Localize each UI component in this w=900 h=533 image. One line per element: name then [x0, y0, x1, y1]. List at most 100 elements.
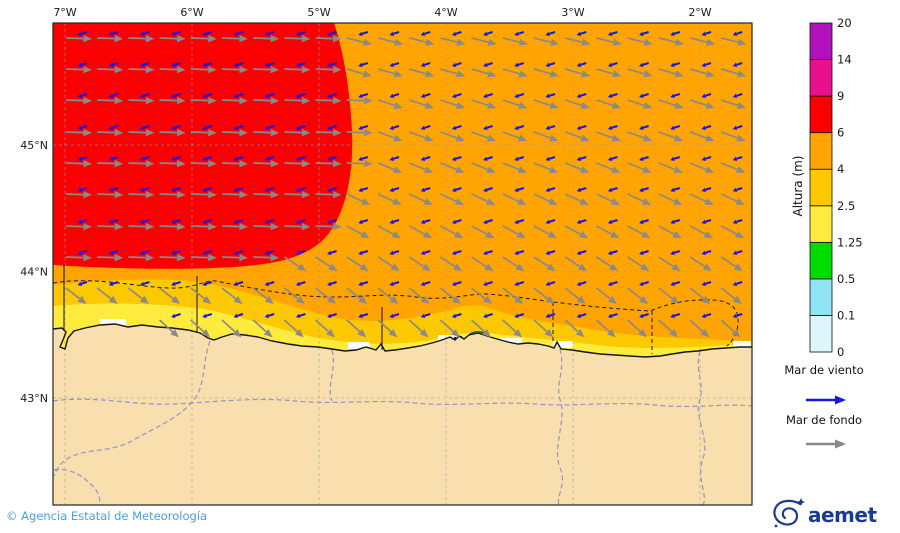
wind-arrow-head	[607, 219, 613, 224]
swell-arrow-head	[706, 38, 716, 46]
wind-arrow-head	[358, 187, 363, 192]
wind-arrow	[268, 156, 275, 160]
swell-arrow	[627, 99, 645, 107]
swell-arrow	[253, 193, 271, 196]
swell-arrow-head	[239, 254, 248, 262]
swell-arrow	[221, 99, 240, 102]
swell-arrow	[190, 131, 209, 134]
wind-arrow-head	[483, 62, 488, 67]
swell-arrow	[65, 68, 84, 71]
coastal-waters-boundary	[52, 280, 739, 347]
swell-arrow-head	[737, 70, 747, 78]
swell-arrow	[128, 37, 146, 40]
swell-arrow-head	[301, 223, 311, 231]
swell-arrow-head	[612, 70, 622, 78]
wind-arrow-head	[483, 156, 488, 161]
swell-arrow	[315, 99, 334, 102]
swell-arrow-head	[270, 223, 280, 231]
lat-tick-label: 45°N	[20, 139, 48, 152]
swell-arrow-head	[422, 231, 433, 239]
wind-arrow	[548, 281, 556, 285]
wind-arrow	[424, 313, 431, 317]
colorbar-tick-label: 4	[837, 162, 844, 176]
swell-arrow	[377, 256, 394, 268]
swell-arrow	[564, 287, 580, 300]
wind-arrow	[580, 187, 587, 191]
swell-arrow-head	[145, 97, 155, 105]
swell-arrow-head	[544, 329, 554, 338]
swell-arrow-head	[270, 35, 280, 43]
wind-arrow	[236, 156, 244, 160]
wind-arrow	[174, 31, 181, 35]
wind-arrow-head	[171, 250, 176, 255]
wind-arrow	[112, 281, 119, 285]
swell-arrow-head	[208, 97, 217, 105]
swell-arrow	[408, 37, 427, 44]
swell-arrow	[720, 319, 735, 333]
swell-arrow-head	[581, 38, 591, 46]
colorbar-tick-label: 2.5	[837, 199, 855, 213]
wind-arrow-head	[483, 187, 488, 192]
swell-arrow	[502, 162, 520, 171]
wind-arrow	[424, 187, 431, 191]
wind-arrow-head	[483, 250, 488, 255]
swell-arrow	[97, 37, 115, 40]
wind-arrow-head	[607, 187, 613, 192]
wind-arrow-head	[545, 313, 550, 318]
wind-arrow-head	[139, 93, 145, 98]
wind-arrow	[517, 187, 525, 191]
wind-arrow	[486, 250, 493, 254]
wind-arrow	[205, 250, 213, 254]
swell-arrow-head	[673, 198, 683, 205]
wind-arrow-head	[732, 31, 738, 36]
swell-arrow	[283, 256, 300, 268]
wind-arrow	[455, 156, 462, 160]
wind-arrow	[736, 156, 743, 160]
wind-arrow	[236, 313, 244, 317]
wind-arrow	[143, 281, 150, 285]
wind-arrow-head	[607, 125, 613, 130]
swell-arrow	[440, 225, 457, 235]
wind-arrow-head	[670, 31, 675, 36]
swell-arrow-head	[176, 97, 186, 105]
swell-arrow	[377, 193, 395, 203]
wind-arrow	[392, 156, 400, 160]
wind-arrow-head	[139, 31, 145, 36]
swell-arrow-head	[358, 295, 368, 305]
wind-arrow	[330, 62, 337, 66]
swell-arrow	[627, 37, 645, 44]
swell-arrow	[658, 256, 674, 268]
wind-arrow-head	[295, 313, 301, 318]
wind-arrow-head	[670, 313, 675, 318]
swell-arrow-head	[295, 295, 305, 305]
wind-arrow-head	[108, 93, 114, 98]
wind-arrow-head	[233, 313, 238, 318]
swell-arrow	[533, 99, 551, 107]
wind-arrow	[424, 62, 431, 66]
swell-arrow-head	[391, 231, 401, 239]
swell-arrow	[658, 68, 676, 75]
swell-arrow-head	[232, 329, 242, 338]
wind-arrow	[361, 62, 369, 66]
swell-arrow-head	[364, 97, 373, 105]
swell-arrow-head	[737, 38, 747, 46]
swell-arrow	[720, 131, 738, 139]
swell-arrow-head	[357, 329, 367, 338]
swell-arrow	[689, 319, 704, 333]
swell-arrow-head	[114, 160, 124, 168]
wind-arrow	[580, 281, 587, 285]
swell-arrow	[377, 68, 396, 75]
swell-arrow	[346, 162, 365, 165]
swell-arrow	[658, 99, 676, 107]
swell-arrow	[128, 131, 146, 134]
swell-arrow	[502, 256, 518, 268]
wind-arrow-head	[139, 62, 145, 67]
swell-arrow	[408, 68, 427, 75]
wind-arrow-head	[139, 281, 145, 286]
wind-arrow-head	[483, 313, 488, 318]
swell-arrow-head	[263, 329, 273, 338]
swell-arrow	[627, 131, 645, 139]
wind-arrow	[611, 62, 618, 66]
swell-arrow-head	[145, 254, 155, 262]
swell-arrow	[377, 287, 393, 300]
